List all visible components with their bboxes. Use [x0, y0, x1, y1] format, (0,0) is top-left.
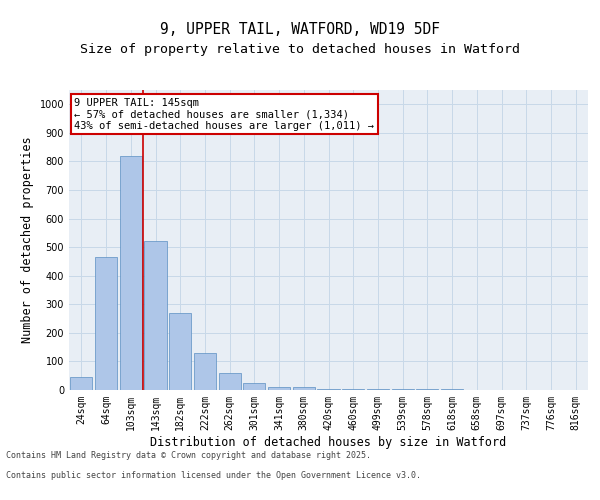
Text: 9, UPPER TAIL, WATFORD, WD19 5DF: 9, UPPER TAIL, WATFORD, WD19 5DF [160, 22, 440, 38]
Bar [145, 242, 167, 390]
Text: Contains public sector information licensed under the Open Government Licence v3: Contains public sector information licen… [6, 470, 421, 480]
Bar [367, 388, 389, 390]
Text: Contains HM Land Registry data © Crown copyright and database right 2025.: Contains HM Land Registry data © Crown c… [6, 450, 371, 460]
Bar [70, 377, 92, 390]
X-axis label: Distribution of detached houses by size in Watford: Distribution of detached houses by size … [151, 436, 506, 448]
Text: 9 UPPER TAIL: 145sqm
← 57% of detached houses are smaller (1,334)
43% of semi-de: 9 UPPER TAIL: 145sqm ← 57% of detached h… [74, 98, 374, 130]
Bar [243, 383, 265, 390]
Bar [342, 388, 364, 390]
Text: Size of property relative to detached houses in Watford: Size of property relative to detached ho… [80, 42, 520, 56]
Bar [169, 313, 191, 390]
Y-axis label: Number of detached properties: Number of detached properties [21, 136, 34, 344]
Bar [194, 354, 216, 390]
Bar [95, 257, 117, 390]
Bar [218, 373, 241, 390]
Bar [268, 387, 290, 390]
Bar [293, 387, 315, 390]
Bar [317, 388, 340, 390]
Bar [119, 156, 142, 390]
Bar [392, 389, 414, 390]
